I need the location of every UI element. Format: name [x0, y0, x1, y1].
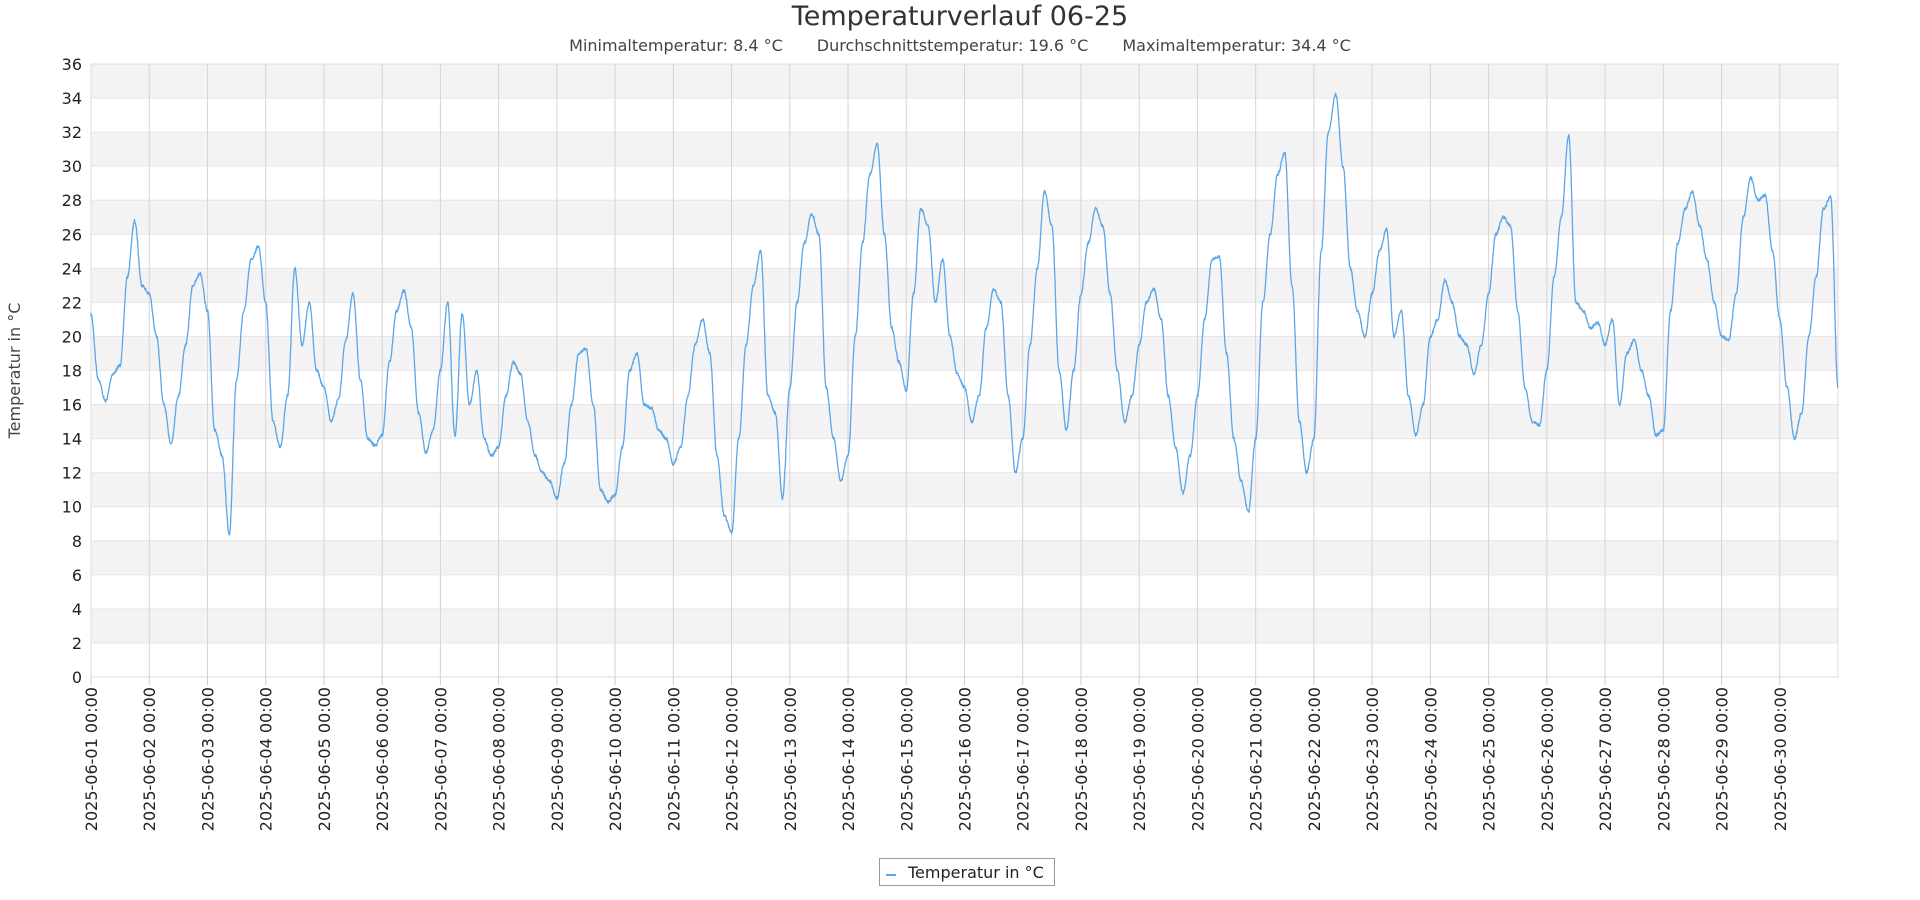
x-tick-label: 2025-06-13 00:00: [781, 687, 800, 831]
x-tick-label: 2025-06-30 00:00: [1771, 687, 1790, 831]
x-tick-label: 2025-06-28 00:00: [1654, 687, 1673, 831]
x-tick-label: 2025-06-24 00:00: [1421, 687, 1440, 831]
x-tick-label: 2025-06-01 00:00: [82, 687, 101, 831]
x-tick-label: 2025-06-26 00:00: [1538, 687, 1557, 831]
y-tick-label: 14: [62, 430, 82, 449]
x-tick-label: 2025-06-08 00:00: [490, 687, 509, 831]
x-tick-label: 2025-06-02 00:00: [140, 687, 159, 831]
x-tick-label: 2025-06-12 00:00: [723, 687, 742, 831]
y-tick-label: 24: [62, 259, 82, 278]
x-tick-label: 2025-06-06 00:00: [373, 687, 392, 831]
y-tick-label: 32: [62, 123, 82, 142]
x-tick-label: 2025-06-09 00:00: [548, 687, 567, 831]
y-tick-label: 4: [72, 600, 82, 619]
legend-swatch: [886, 874, 896, 876]
y-tick-label: 22: [62, 293, 82, 312]
x-tick-label: 2025-06-10 00:00: [606, 687, 625, 831]
y-axis-label: Temperatur in °C: [5, 303, 24, 440]
y-tick-label: 26: [62, 225, 82, 244]
x-tick-label: 2025-06-14 00:00: [839, 687, 858, 831]
x-tick-label: 2025-06-03 00:00: [198, 687, 217, 831]
y-tick-label: 36: [62, 55, 82, 74]
x-tick-label: 2025-06-19 00:00: [1130, 687, 1149, 831]
x-tick-label: 2025-06-27 00:00: [1596, 687, 1615, 831]
y-tick-label: 30: [62, 157, 82, 176]
x-tick-label: 2025-06-07 00:00: [431, 687, 450, 831]
temperature-series-line: [90, 92, 1839, 536]
x-axis-ticks: 2025-06-01 00:00 2025-06-02 00:00 2025-06-…: [82, 677, 1790, 831]
y-tick-label: 12: [62, 464, 82, 483]
y-tick-label: 20: [62, 327, 82, 346]
x-tick-label: 2025-06-21 00:00: [1247, 687, 1266, 831]
y-tick-label: 0: [72, 668, 82, 687]
x-tick-label: 2025-06-04 00:00: [257, 687, 276, 831]
x-tick-label: 2025-06-11 00:00: [664, 687, 683, 831]
y-tick-label: 34: [62, 89, 82, 108]
y-tick-label: 18: [62, 362, 82, 381]
legend-label: Temperatur in °C: [908, 862, 1044, 882]
x-tick-label: 2025-06-16 00:00: [956, 687, 975, 831]
y-tick-label: 16: [62, 396, 82, 415]
x-tick-label: 2025-06-15 00:00: [897, 687, 916, 831]
chart-subtitle: Minimaltemperatur: 8.4 °C Durchschnittste…: [0, 36, 1920, 56]
y-tick-label: 28: [62, 191, 82, 210]
avg-temperature-label: Durchschnittstemperatur: 19.6 °C: [816, 36, 1089, 55]
vertical-gridlines: [90, 64, 1781, 677]
x-tick-label: 2025-06-05 00:00: [315, 687, 334, 831]
max-temperature-label: Maximaltemperatur: 34.4 °C: [1122, 36, 1351, 55]
x-tick-label: 2025-06-25 00:00: [1480, 687, 1499, 831]
x-tick-label: 2025-06-18 00:00: [1072, 687, 1091, 831]
chart-title: Temperaturverlauf 06-25: [791, 1, 1129, 32]
y-tick-label: 10: [62, 498, 82, 517]
x-tick-label: 2025-06-17 00:00: [1014, 687, 1033, 831]
y-tick-label: 2: [72, 634, 82, 653]
x-tick-label: 2025-06-23 00:00: [1363, 687, 1382, 831]
legend[interactable]: Temperatur in °C: [879, 858, 1055, 886]
x-tick-label: 2025-06-20 00:00: [1188, 687, 1207, 831]
y-tick-label: 8: [72, 532, 82, 551]
x-tick-label: 2025-06-29 00:00: [1713, 687, 1732, 831]
x-tick-label: 2025-06-22 00:00: [1305, 687, 1324, 831]
y-tick-label: 6: [72, 566, 82, 585]
min-temperature-label: Minimaltemperatur: 8.4 °C: [569, 36, 783, 55]
